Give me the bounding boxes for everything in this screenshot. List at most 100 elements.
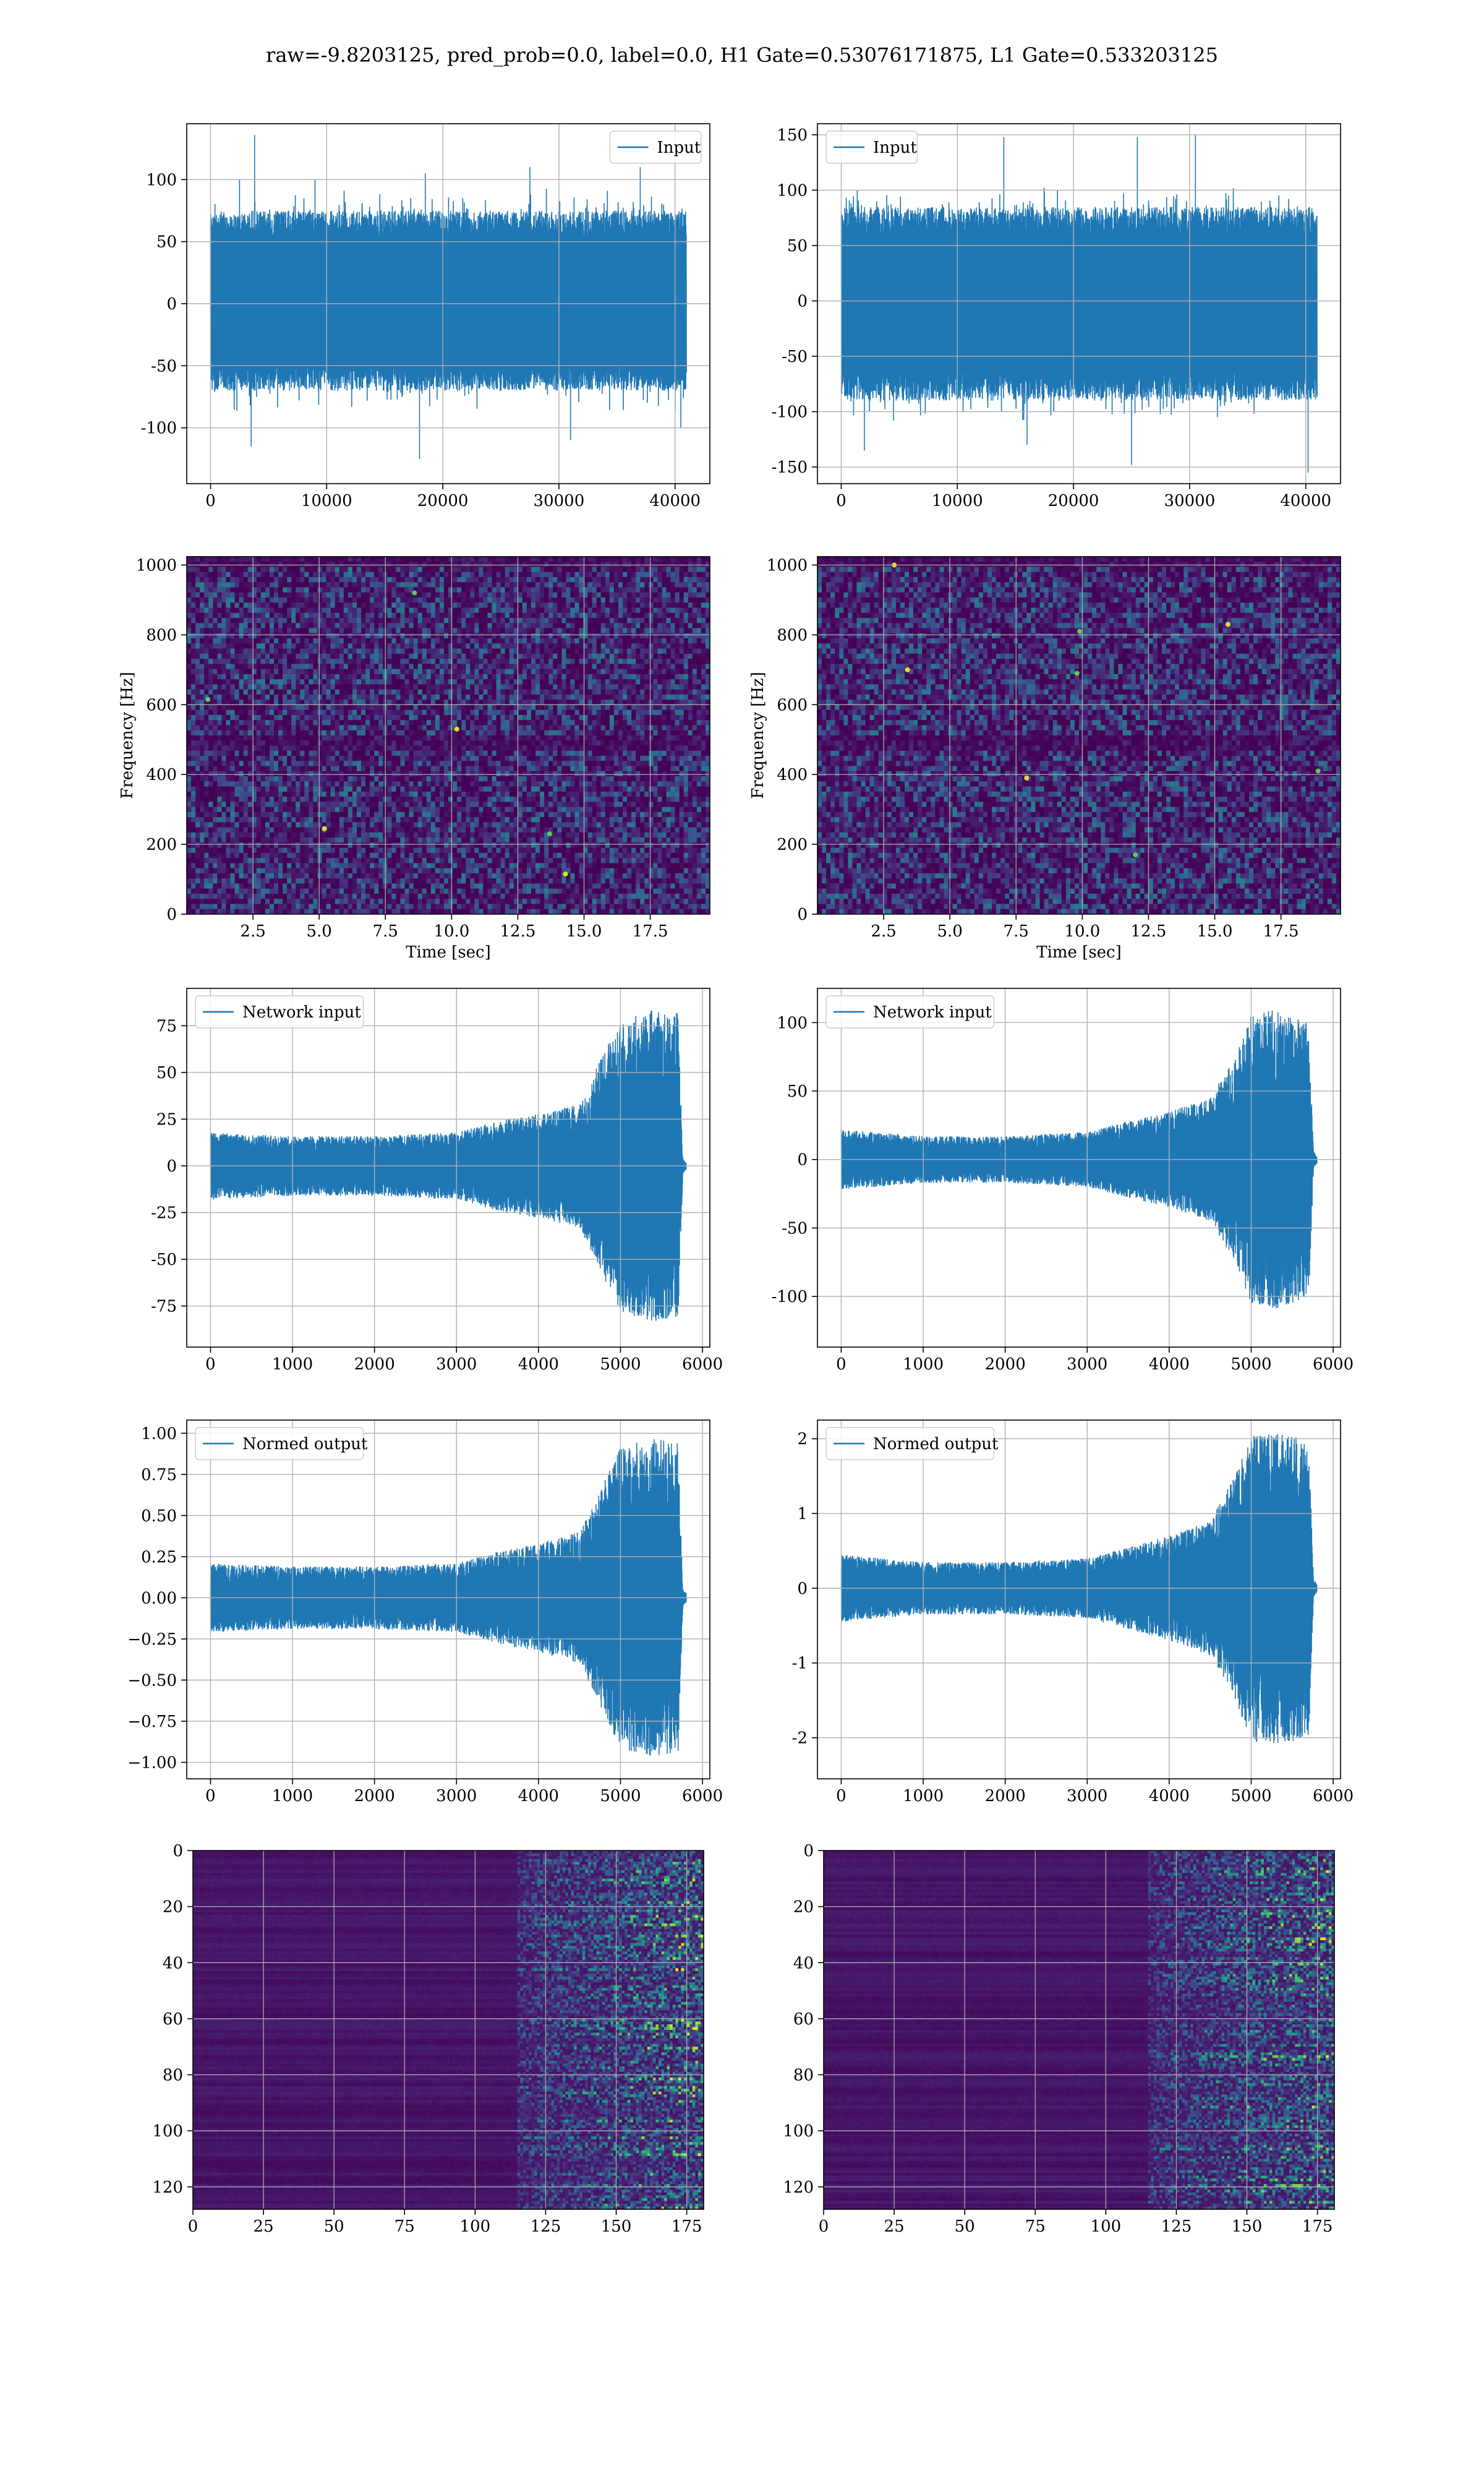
y-tick-label: 0 — [166, 1157, 177, 1176]
x-tick-label: 17.5 — [1263, 922, 1299, 941]
y-tick-label: 80 — [163, 2066, 183, 2085]
plot-area-spectrogram-l1 — [817, 557, 1341, 915]
x-tick-label: 3000 — [436, 1355, 477, 1374]
spectrogram-hotspot — [1226, 622, 1230, 627]
spectrogram-hotspot — [563, 871, 568, 876]
y-tick-label: -75 — [151, 1298, 177, 1316]
x-tick-label: 30000 — [534, 492, 585, 510]
y-tick-label: 100 — [146, 171, 177, 189]
y-tick-label: 800 — [777, 626, 808, 644]
x-tick-label: 7.5 — [1004, 922, 1029, 941]
spectrogram-hotspot — [1024, 776, 1029, 781]
x-tick-label: 125 — [531, 2217, 561, 2236]
y-tick-label: 120 — [152, 2178, 183, 2197]
x-tick-label: 175 — [672, 2217, 702, 2236]
y-tick-label: 80 — [793, 2066, 814, 2085]
heatmap-cells-feature-map-h1 — [193, 1851, 704, 2210]
x-tick-label: 50 — [955, 2217, 975, 2236]
x-tick-label: 7.5 — [373, 922, 398, 941]
x-tick-label: 10.0 — [433, 922, 469, 941]
y-tick-label: 20 — [793, 1898, 814, 1917]
y-tick-label: 0 — [797, 293, 808, 311]
legend-label: Normed output — [873, 1435, 999, 1453]
legend-label: Input — [873, 139, 917, 157]
x-tick-label: 5.0 — [937, 922, 962, 941]
plot-area-spectrogram-h1 — [187, 557, 710, 915]
y-tick-label: 200 — [146, 836, 177, 854]
x-tick-label: 5.0 — [306, 922, 331, 941]
y-tick-label: 100 — [783, 2122, 814, 2141]
y-tick-label: 60 — [163, 2010, 183, 2029]
y-tick-label: -50 — [782, 1219, 808, 1238]
y-tick-label: 20 — [163, 1898, 183, 1917]
legend-normed-output-h1: Normed output — [195, 1427, 368, 1460]
x-tick-label: 5000 — [600, 1355, 641, 1374]
x-tick-label: 0 — [819, 2217, 829, 2236]
heatmap-cells-spectrogram-h1 — [187, 557, 710, 915]
y-tick-label: 100 — [777, 181, 808, 200]
y-tick-label: 0.75 — [141, 1466, 177, 1484]
y-tick-label: 100 — [777, 1014, 808, 1032]
y-tick-label: 60 — [793, 2010, 814, 2029]
x-tick-label: 6000 — [682, 1355, 723, 1374]
y-tick-label: 50 — [787, 1082, 808, 1101]
y-tick-label: 1.00 — [141, 1424, 177, 1443]
x-tick-label: 2000 — [985, 1355, 1026, 1374]
x-tick-label: 6000 — [682, 1787, 723, 1805]
x-tick-label: 1000 — [903, 1355, 944, 1374]
plot-area-feature-map-l1 — [824, 1851, 1335, 2210]
x-tick-label: 30000 — [1164, 492, 1216, 510]
x-tick-label: 3000 — [1067, 1355, 1107, 1374]
y-tick-label: 25 — [156, 1110, 177, 1129]
x-tick-label: 0 — [205, 492, 216, 510]
legend-label: Network input — [873, 1003, 992, 1022]
x-tick-label: 1000 — [272, 1355, 313, 1374]
spectrogram-hotspot — [905, 667, 910, 672]
x-tick-label: 0 — [836, 492, 846, 510]
x-tick-label: 2000 — [354, 1355, 395, 1374]
x-tick-label: 20000 — [417, 492, 469, 510]
subplot-spectrogram-l1: 2.5 5.0 7.5 10.0 12.5 15.0 17.5020040060080010… — [749, 557, 1341, 962]
y-tick-label: 0 — [797, 905, 808, 924]
y-tick-label: 50 — [156, 233, 177, 252]
x-tick-label: 10000 — [932, 492, 983, 510]
y-tick-label: 150 — [777, 126, 808, 145]
spectrogram-hotspot — [205, 697, 210, 702]
y-tick-label: -100 — [772, 1288, 808, 1306]
y-tick-label: 1000 — [767, 557, 808, 575]
x-axis-label: Time [sec] — [406, 943, 491, 962]
x-tick-label: 10000 — [301, 492, 352, 510]
y-axis-label: Frequency [Hz] — [118, 672, 137, 799]
x-tick-label: 2.5 — [240, 922, 265, 941]
y-tick-label: 600 — [777, 696, 808, 714]
y-tick-label: -50 — [151, 1251, 177, 1269]
y-tick-label: −0.75 — [127, 1713, 177, 1731]
x-tick-label: 100 — [1091, 2217, 1122, 2236]
x-tick-label: 5000 — [1230, 1787, 1271, 1805]
x-tick-label: 10.0 — [1064, 922, 1100, 941]
y-tick-label: -2 — [792, 1729, 808, 1748]
spectrogram-hotspot — [547, 831, 552, 836]
x-tick-label: 5000 — [1230, 1355, 1271, 1374]
legend-input-l1: Input — [826, 131, 918, 163]
y-tick-label: 0 — [166, 295, 177, 314]
x-tick-label: 17.5 — [633, 922, 668, 941]
heatmap-cells-spectrogram-l1 — [817, 557, 1341, 915]
spectrogram-hotspot — [412, 591, 417, 596]
x-tick-label: 40000 — [649, 492, 701, 510]
x-tick-label: 0 — [836, 1787, 846, 1805]
spectrogram-hotspot — [1133, 852, 1138, 857]
y-tick-label: 0.25 — [141, 1548, 177, 1567]
y-tick-label: 0.50 — [141, 1507, 177, 1525]
legend-label: Network input — [242, 1003, 361, 1022]
x-tick-label: 20000 — [1048, 492, 1099, 510]
x-tick-label: 4000 — [1149, 1787, 1190, 1805]
spectrogram-hotspot — [1075, 671, 1080, 676]
x-tick-label: 3000 — [436, 1787, 477, 1805]
spectrogram-hotspot — [454, 727, 459, 732]
x-tick-label: 175 — [1302, 2217, 1333, 2236]
x-tick-label: 1000 — [903, 1787, 944, 1805]
y-tick-label: 1 — [797, 1505, 808, 1523]
x-tick-label: 15.0 — [1197, 922, 1233, 941]
